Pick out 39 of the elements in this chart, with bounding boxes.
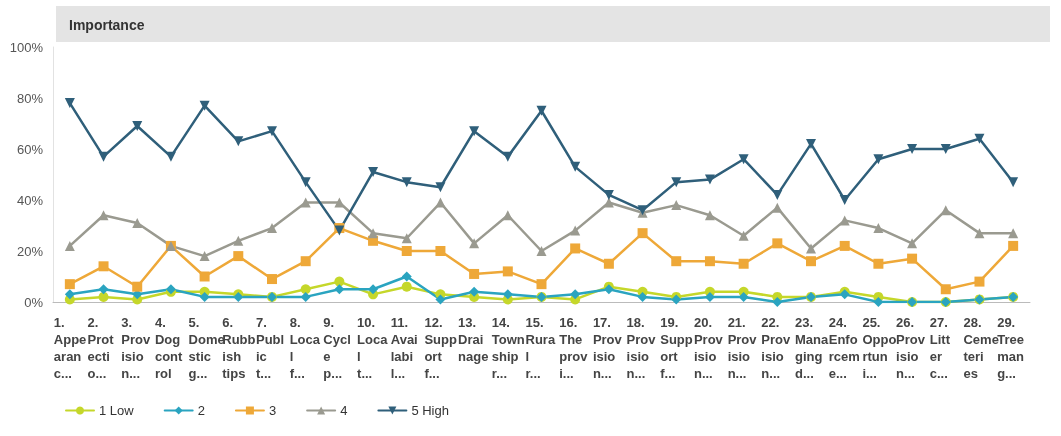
y-tick-label: 20% [16, 243, 44, 259]
y-tick-label: 0% [24, 294, 44, 310]
legend-label: 2 [197, 403, 205, 418]
x-tick-label: 14. Town ship r... [491, 315, 525, 381]
x-tick-label: 10. Loca l t... [357, 315, 389, 381]
legend-label: 1 Low [99, 403, 135, 418]
y-tick-label: 60% [16, 141, 44, 157]
x-tick-label: 18. Prov isio n... [626, 315, 657, 381]
x-tick-label: 3. Prov isio n... [121, 315, 151, 381]
x-tick-label: 20. Prov isio n... [693, 315, 724, 381]
x-tick-label: 21. Prov isio n... [727, 315, 758, 381]
x-tick-label: 29. Tree man g... [997, 315, 1024, 381]
legend-label: 4 [340, 403, 348, 418]
legend-label: 3 [268, 403, 277, 418]
x-tick-label: 11. Avai labi l... [390, 315, 418, 381]
x-tick-label: 24. Enfo rcem e... [828, 315, 860, 381]
x-tick-label: 4. Dog cont rol [154, 315, 184, 381]
x-tick-label: 15. Rura l r... [525, 315, 556, 381]
x-tick-label: 9. Cycl e p... [323, 315, 351, 381]
y-tick-label: 80% [16, 90, 44, 106]
x-tick-label: 22. Prov isio n... [761, 315, 791, 381]
x-tick-label: 12. Supp ort f... [424, 315, 457, 381]
y-tick-label: 40% [16, 192, 44, 208]
x-tick-label: 6. Rubb ish tips [222, 315, 256, 381]
x-tick-label: 25. Oppo rtun i... [862, 315, 897, 381]
chart-title: Importance [69, 17, 145, 33]
x-tick-label: 19. Supp ort f... [660, 315, 693, 381]
x-tick-label: 13. Drai nage [458, 315, 489, 364]
x-tick-label: 27. Litt er c... [929, 315, 951, 381]
x-tick-label: 23. Mana ging d... [795, 315, 830, 381]
x-tick-label: 1. Appe aran c... [53, 315, 87, 381]
legend-label: 5 High [411, 403, 449, 418]
x-tick-label: 7. Publ ic t... [255, 315, 285, 381]
x-tick-label: 16. The prov i... [559, 315, 589, 381]
x-tick-label: 26. Prov isio n... [896, 315, 926, 381]
x-tick-label: 17. Prov isio n... [592, 315, 623, 381]
x-tick-label: 2. Prot ecti o... [87, 315, 115, 381]
x-tick-label: 8. Loca l f... [289, 315, 321, 381]
y-tick-label: 100% [9, 39, 44, 55]
